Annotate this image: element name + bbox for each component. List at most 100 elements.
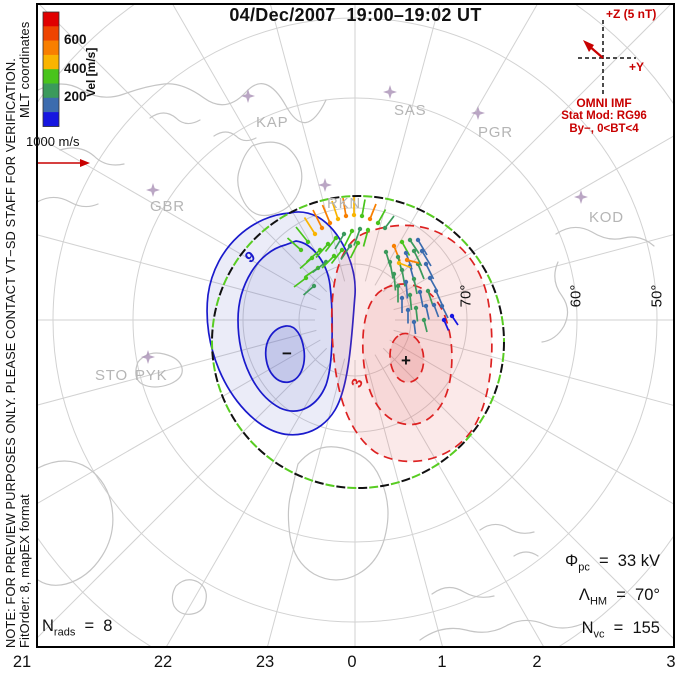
velocity-vector (286, 237, 304, 253)
station-label: KOD (589, 209, 624, 226)
vector-dot (365, 227, 371, 233)
velocity-vector (431, 302, 440, 318)
velocity-vector (425, 288, 434, 305)
vector-tail (312, 209, 323, 229)
vector-dot (351, 212, 357, 218)
velocity-vector (399, 267, 406, 287)
latitude-labels: 70° 60° 50° (458, 285, 666, 308)
vector-dot (425, 288, 431, 294)
velocity-vector (411, 248, 423, 267)
station-label: SAS (394, 102, 426, 119)
velocity-vector (441, 317, 450, 331)
vector-tail (401, 269, 406, 287)
velocity-vector (423, 261, 435, 280)
positive-cell-outer-contour (330, 224, 493, 463)
mlt-meridian (364, 358, 443, 646)
vector-tail (417, 263, 425, 280)
latitude-ring-label: 70° (458, 285, 475, 308)
station-label: PYK (135, 367, 167, 384)
radar-site-marker (574, 190, 588, 204)
vector-tail (321, 255, 335, 269)
colorbar-tick-600: 600 (64, 32, 87, 47)
vector-tail (393, 273, 397, 291)
vector-tail (421, 250, 432, 267)
velocity-vector (295, 226, 311, 245)
vector-tail (427, 290, 434, 305)
vector-tail (425, 305, 430, 320)
station-labels: KAP SAS PGR GBR RKN KOD STO PYK (95, 102, 624, 384)
vector-dot (449, 313, 455, 319)
vector-dot (403, 250, 409, 256)
velocity-vector (342, 197, 349, 219)
positive-cell-sign: + (401, 351, 411, 370)
colorbar-segment (43, 26, 59, 41)
vector-tail (369, 203, 377, 220)
vector-tail (435, 290, 443, 305)
mlt-meridian (267, 358, 346, 646)
velocity-vector (367, 203, 377, 222)
vector-dot (327, 220, 333, 226)
mlt-meridian (382, 347, 673, 639)
vector-tail (340, 245, 351, 260)
vector-dot (303, 275, 309, 281)
mlt-meridian (393, 234, 673, 311)
vector-tail (342, 197, 347, 217)
coastlines (38, 83, 655, 641)
vector-dot (343, 213, 349, 219)
preview-note-text: NOTE: FOR PREVIEW PURPOSES ONLY. PLEASE … (3, 58, 18, 648)
mlt-meridian (38, 234, 317, 311)
vector-tail (415, 307, 419, 322)
reference-arrow (38, 159, 90, 167)
vector-tail (409, 239, 420, 254)
colorbar-tick-400: 400 (64, 61, 87, 76)
vector-tail (330, 249, 343, 265)
mlt-hour-label: 21 (13, 653, 31, 671)
radar-site-marker (141, 350, 155, 364)
vector-dot (441, 317, 447, 323)
velocity-vector (399, 239, 411, 256)
vector-tail (334, 233, 345, 250)
vector-tail (405, 281, 409, 299)
reference-vector-label: 1000 m/s (26, 134, 80, 149)
fit-order-label: FitOrder: 8, mapEX format (17, 494, 32, 648)
colorbar-segment (43, 12, 59, 27)
station-label: KAP (256, 114, 288, 131)
imf-condition-label: By−, 0<BT<4 (569, 123, 639, 135)
vector-dot (399, 239, 405, 245)
imf-y-label: +Y (629, 60, 645, 74)
vector-dot (347, 243, 353, 249)
colorbar-border (42, 11, 60, 127)
vector-dot (395, 283, 401, 289)
hm-boundary-green-dashes (211, 195, 505, 489)
vector-dot (298, 247, 304, 253)
vector-dot (403, 279, 409, 285)
colorbar-segments (43, 12, 59, 127)
vector-tail (343, 230, 353, 247)
vector-dot (427, 275, 433, 281)
vector-dot (404, 257, 410, 263)
radar-markers (141, 85, 588, 364)
velocity-vector (407, 237, 420, 254)
velocity-vector (419, 248, 432, 267)
velocity-vector (315, 241, 331, 259)
velocity-vector (330, 247, 345, 265)
velocity-vector (303, 217, 318, 237)
vector-tail (303, 217, 316, 235)
vector-dot (331, 253, 337, 259)
vector-tail (425, 263, 435, 280)
vector-dot (399, 267, 405, 273)
vector-tail (305, 249, 321, 263)
imf-model-label: Stat Mod: RG96 (561, 110, 647, 122)
vector-dot (383, 249, 389, 255)
mlt-hour-label: 3 (666, 653, 675, 671)
vector-tail (441, 305, 449, 319)
vector-dot (339, 247, 345, 253)
velocity-vector (399, 295, 405, 313)
station-label: GBR (150, 198, 185, 215)
coordinate-system-label: MLT coordinates (17, 21, 32, 118)
velocity-vector (433, 288, 443, 305)
station-label: STO (95, 367, 128, 384)
vector-tail (324, 237, 337, 253)
velocity-vector (407, 292, 413, 311)
colorbar-segment (43, 54, 59, 70)
